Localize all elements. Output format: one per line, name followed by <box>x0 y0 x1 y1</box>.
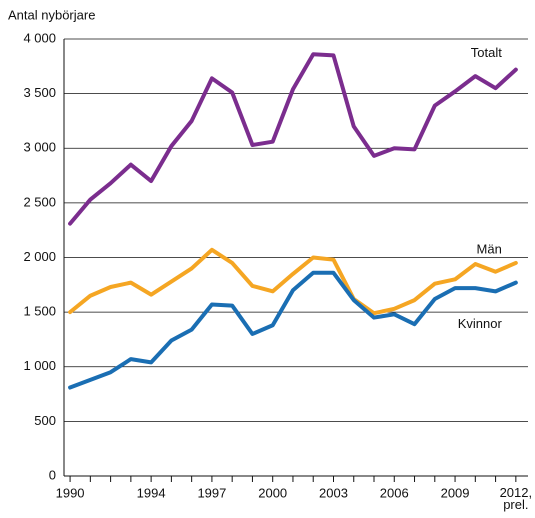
series-line <box>68 270 518 390</box>
series-line <box>68 247 518 316</box>
x-tick-label: 1994 <box>137 485 166 500</box>
series-label: Totalt <box>471 45 502 60</box>
series-line <box>68 52 518 226</box>
y-tick-label: 3 500 <box>23 85 56 100</box>
y-tick-label: 4 000 <box>23 30 56 45</box>
y-tick-label: 1 000 <box>23 358 56 373</box>
y-tick-label: 1 500 <box>23 304 56 319</box>
x-tick-label: 2000 <box>258 485 287 500</box>
y-tick-label: 3 000 <box>23 140 56 155</box>
y-tick-label: 2 000 <box>23 249 56 264</box>
y-tick-label: 2 500 <box>23 194 56 209</box>
series-label: Kvinnor <box>458 316 503 331</box>
y-tick-label: 500 <box>34 413 56 428</box>
x-tick-label: 2006 <box>380 485 409 500</box>
x-tick-label: 2009 <box>441 485 470 500</box>
y-tick-label: 0 <box>49 467 56 482</box>
y-axis-label: Antal nybörjare <box>8 7 95 22</box>
series-label: Män <box>477 241 502 256</box>
x-tick-label: 1990 <box>56 485 85 500</box>
x-tick-label: 2003 <box>319 485 348 500</box>
x-tick-label: 1997 <box>197 485 226 500</box>
x-tick-label: 2012, prel. <box>500 485 533 512</box>
